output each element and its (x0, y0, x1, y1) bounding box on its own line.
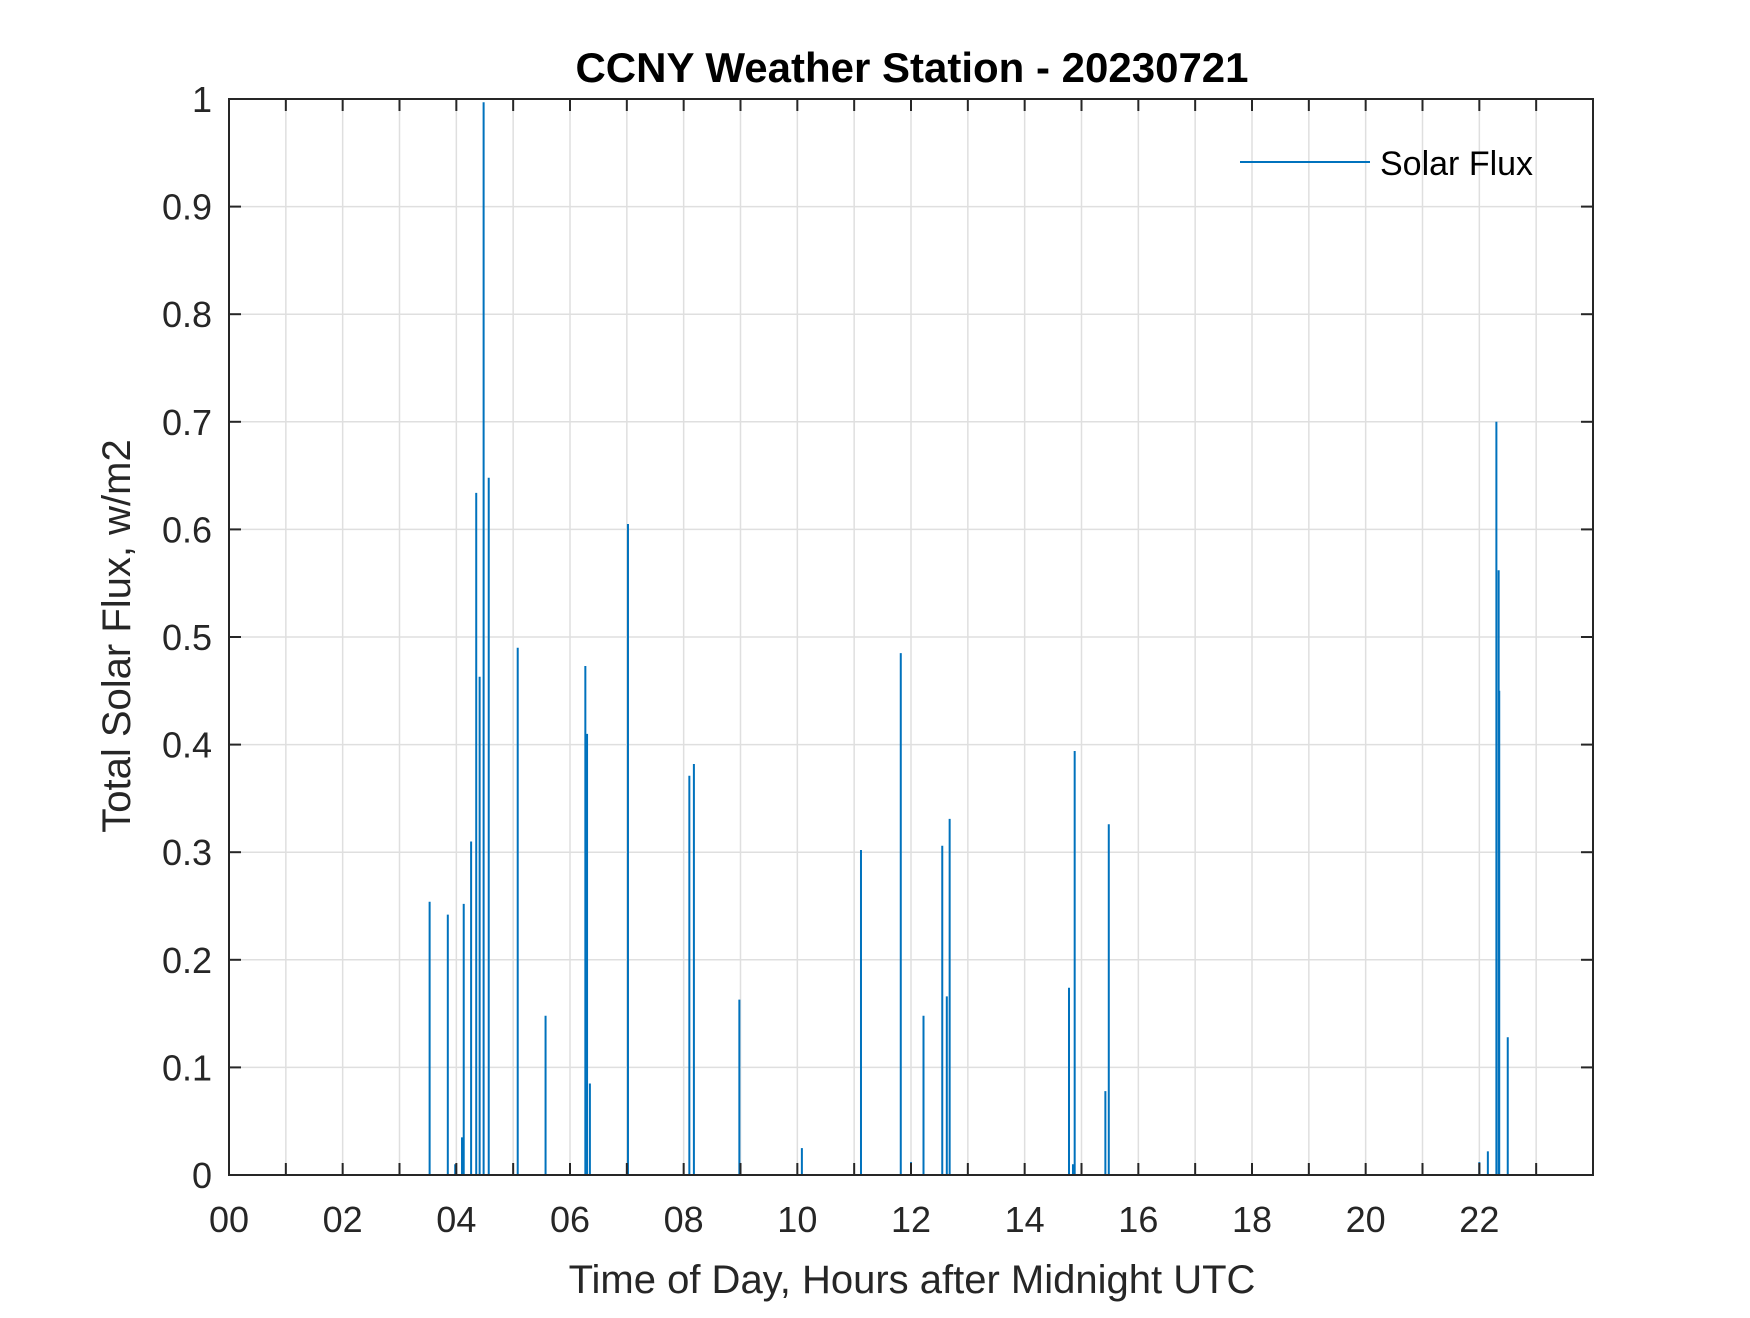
y-tick-label: 0.4 (162, 725, 212, 766)
x-tick-label: 06 (550, 1199, 590, 1240)
y-tick-label: 0.6 (162, 509, 212, 550)
x-tick-label: 10 (777, 1199, 817, 1240)
y-tick-label: 0.3 (162, 832, 212, 873)
y-tick-label: 0.7 (162, 402, 212, 443)
x-tick-label: 16 (1118, 1199, 1158, 1240)
y-axis-label: Total Solar Flux, w/m2 (95, 439, 139, 832)
x-tick-label: 04 (436, 1199, 476, 1240)
y-tick-label: 0 (192, 1155, 212, 1196)
x-tick-label: 12 (891, 1199, 931, 1240)
y-tick-label: 1 (192, 79, 212, 120)
x-tick-label: 08 (664, 1199, 704, 1240)
legend[interactable]: Solar Flux (1240, 145, 1533, 183)
grid-lines (229, 99, 1593, 1175)
x-axis-label: Time of Day, Hours after Midnight UTC (569, 1258, 1256, 1302)
axes (228, 98, 1594, 1176)
x-tick-label: 22 (1459, 1199, 1499, 1240)
x-tick-label: 18 (1232, 1199, 1272, 1240)
y-tick-label: 0.5 (162, 617, 212, 658)
y-tick-label: 0.9 (162, 187, 212, 228)
x-tick-label: 14 (1005, 1199, 1045, 1240)
chart-title: CCNY Weather Station - 20230721 (575, 44, 1248, 91)
y-tick-label: 0.1 (162, 1047, 212, 1088)
x-tick-label: 20 (1346, 1199, 1386, 1240)
x-tick-label: 00 (209, 1199, 249, 1240)
legend-label-solar-flux: Solar Flux (1380, 145, 1533, 183)
tick-labels: 00 02 04 06 08 10 12 14 16 18 20 22 0 0.1 0.2 0.3 0.4 0.5… (162, 79, 1499, 1240)
data-series-solar-flux (428, 102, 1509, 1175)
y-tick-label: 0.8 (162, 294, 212, 335)
y-tick-label: 0.2 (162, 940, 212, 981)
x-tick-label: 02 (323, 1199, 363, 1240)
